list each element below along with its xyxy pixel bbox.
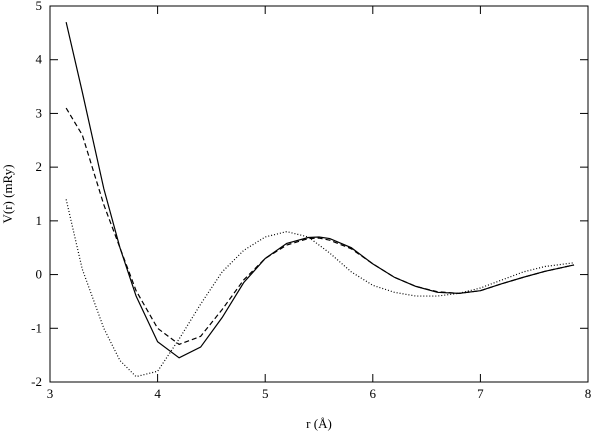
x-tick-label: 4 <box>154 386 161 401</box>
y-tick-label: 0 <box>36 267 43 282</box>
x-tick-label: 7 <box>477 386 484 401</box>
y-axis-label: V(r) (mRy) <box>0 164 15 223</box>
y-tick-label: 4 <box>36 52 43 67</box>
y-tick-label: -1 <box>31 320 42 335</box>
x-tick-label: 5 <box>262 386 269 401</box>
series-line <box>65 199 575 378</box>
x-tick-label: 3 <box>47 386 54 401</box>
y-tick-label: 3 <box>36 105 43 120</box>
x-tick-label: 8 <box>585 386 592 401</box>
plot-frame <box>49 5 589 383</box>
y-tick-label: -2 <box>31 374 42 389</box>
y-tick-label: 1 <box>36 213 43 228</box>
y-tick-label: 2 <box>36 159 43 174</box>
x-axis-label: r (Å) <box>306 416 332 431</box>
y-tick-label: 5 <box>36 0 43 13</box>
series-line <box>65 21 575 359</box>
series-line <box>65 107 575 346</box>
x-tick-label: 6 <box>370 386 377 401</box>
